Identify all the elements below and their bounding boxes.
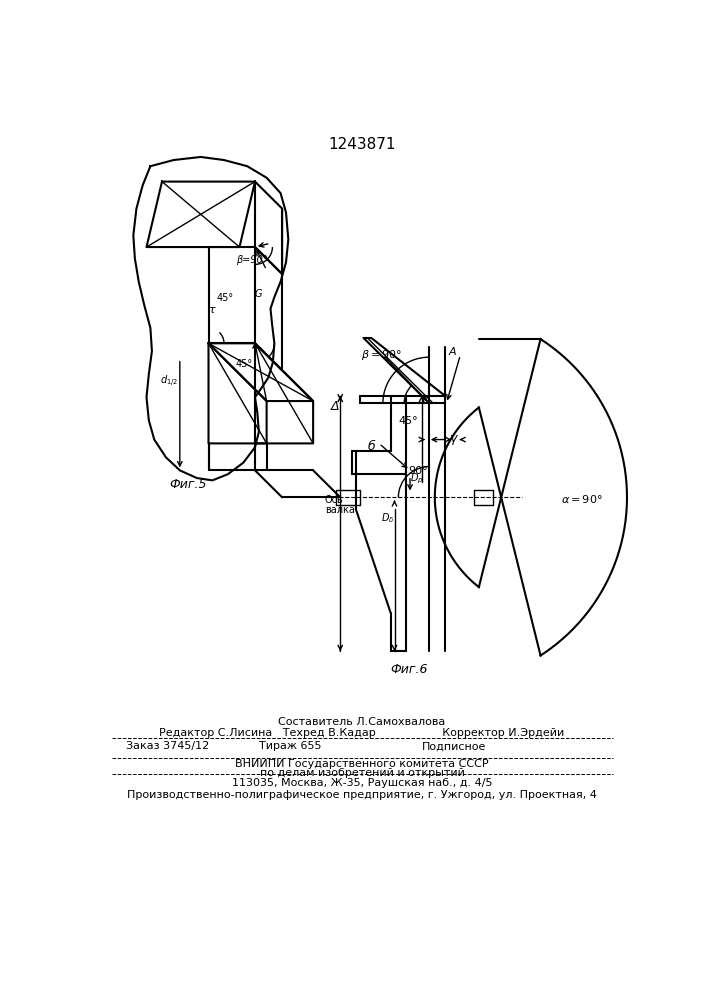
Text: G: G (255, 289, 262, 299)
Text: ВНИИПИ Государственного комитета СССР: ВНИИПИ Государственного комитета СССР (235, 759, 489, 769)
Text: Производственно-полиграфическое предприятие, г. Ужгород, ул. Проектная, 4: Производственно-полиграфическое предприя… (127, 790, 597, 800)
Text: A: A (449, 347, 457, 357)
Text: валка: валка (325, 505, 355, 515)
Text: $\alpha = 90°$: $\alpha = 90°$ (561, 493, 603, 505)
Text: по делам изобретений и открытий: по делам изобретений и открытий (259, 768, 464, 778)
Text: Ось: Ось (325, 495, 344, 505)
Text: 45°: 45° (235, 359, 252, 369)
Text: Фиг.5: Фиг.5 (170, 478, 207, 491)
Text: τ: τ (209, 305, 215, 315)
Text: $d_{1/2}$: $d_{1/2}$ (160, 374, 179, 389)
Text: Δ: Δ (331, 400, 339, 413)
Text: $\beta = 90°$: $\beta = 90°$ (361, 348, 402, 362)
Text: Подписное: Подписное (421, 741, 486, 751)
Text: Фиг.6: Фиг.6 (391, 663, 428, 676)
Text: $D_p$: $D_p$ (410, 471, 423, 486)
Text: 113035, Москва, Ж-35, Раушская наб., д. 4/5: 113035, Москва, Ж-35, Раушская наб., д. … (232, 778, 492, 788)
Text: Тираж 655: Тираж 655 (259, 741, 322, 751)
Text: Редактор С.Лисина   Техред В.Кадар                   Корректор И.Эрдейи: Редактор С.Лисина Техред В.Кадар Коррект… (159, 728, 565, 738)
Text: б: б (368, 440, 375, 453)
Text: β=90°: β=90° (235, 255, 267, 265)
Text: 1243871: 1243871 (328, 137, 396, 152)
Text: γ: γ (449, 432, 456, 445)
Text: Составитель Л.Самохвалова: Составитель Л.Самохвалова (279, 717, 445, 727)
Text: $D_\delta$: $D_\delta$ (380, 511, 394, 525)
Text: 45°: 45° (398, 416, 418, 426)
Text: 90°: 90° (409, 466, 428, 477)
Text: 45°: 45° (216, 293, 233, 303)
Text: Заказ 3745/12: Заказ 3745/12 (126, 741, 209, 751)
